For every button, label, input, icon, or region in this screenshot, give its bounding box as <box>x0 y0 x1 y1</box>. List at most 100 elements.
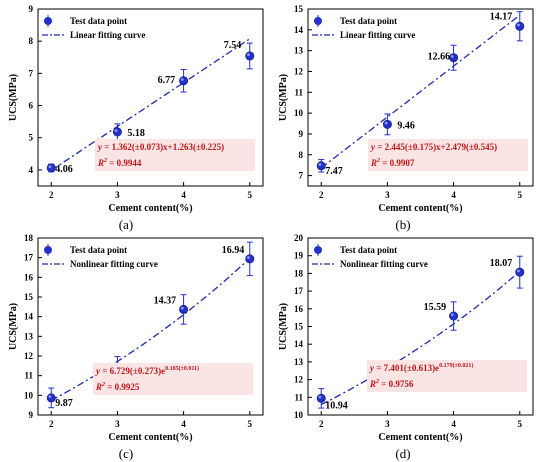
y-tick-label: 9 <box>29 410 34 420</box>
fitting-curve <box>320 14 521 169</box>
y-tick-label: 16 <box>294 304 304 314</box>
chart-panel-d: 2 3 4 5 10 11 12 13 14 15 16 17 18 19 20 Cement content… <box>278 233 534 461</box>
y-tick-label: 12 <box>294 375 304 385</box>
x-axis-label: Cement content(%) <box>378 432 462 443</box>
x-axis-label: Cement content(%) <box>108 432 192 443</box>
data-point-highlight <box>517 269 520 273</box>
y-axis-label: UCS(MPa) <box>8 303 19 350</box>
data-label: 15.59 <box>424 302 447 313</box>
data-label: 5.18 <box>127 128 145 139</box>
y-tick-label: 10 <box>294 410 304 420</box>
x-tick-label: 3 <box>115 419 120 429</box>
r-squared: R2 = 0.9925 <box>95 382 140 392</box>
legend-point-label: Test data point <box>340 245 397 255</box>
panel-label: (c) <box>119 446 133 461</box>
data-label: 16.94 <box>222 245 245 256</box>
x-axis-label: Cement content(%) <box>378 203 462 214</box>
x-tick-label: 3 <box>115 190 120 200</box>
data-point-highlight <box>450 55 454 58</box>
data-point <box>382 119 392 129</box>
equation-box <box>93 363 253 395</box>
data-point <box>515 21 525 31</box>
y-tick-label: 10 <box>294 108 304 118</box>
legend-curve-label: Nonlinear fitting curve <box>70 259 158 269</box>
x-tick-label: 2 <box>319 419 324 429</box>
x-axis-label: Cement content(%) <box>108 203 192 214</box>
y-tick-label: 8 <box>299 150 304 160</box>
x-tick-label: 2 <box>49 190 54 200</box>
legend-point-label: Test data point <box>340 16 397 26</box>
y-tick-label: 14 <box>294 339 304 349</box>
data-point-highlight <box>180 78 184 81</box>
y-tick-label: 7 <box>29 68 34 78</box>
equation-box <box>95 139 255 171</box>
x-tick-label: 2 <box>319 190 324 200</box>
panel-label: (b) <box>395 217 410 232</box>
fitting-curve <box>320 270 521 406</box>
fit-equation: y = 6.729(±0.273)e0.185(±0.011) <box>95 365 199 376</box>
y-axis-label: UCS(MPa) <box>278 303 289 350</box>
data-point <box>449 53 459 63</box>
data-label: 14.17 <box>490 11 513 22</box>
y-tick-label: 18 <box>24 233 34 243</box>
plot-frame <box>37 8 264 187</box>
data-point-highlight <box>318 163 322 166</box>
data-point <box>46 163 56 173</box>
y-tick-label: 11 <box>294 87 303 97</box>
y-tick-label: 13 <box>24 331 34 341</box>
r-squared: R2 = 0.9944 <box>97 158 142 168</box>
data-point-highlight <box>450 313 454 317</box>
legend-curve-label: Linear fitting curve <box>70 30 145 40</box>
y-tick-label: 5 <box>29 133 34 143</box>
data-label: 6.77 <box>158 75 176 86</box>
x-tick-label: 3 <box>385 190 390 200</box>
y-tick-label: 6 <box>29 101 34 111</box>
x-tick-label: 4 <box>181 190 186 200</box>
data-label: 4.06 <box>55 164 72 175</box>
r-squared: R2 = 0.9907 <box>370 158 415 168</box>
data-point <box>46 393 56 403</box>
r-squared: R2 = 0.9756 <box>369 379 414 389</box>
x-tick-label: 2 <box>49 419 54 429</box>
data-point-highlight <box>48 165 52 169</box>
legend-point-label: Test data point <box>70 16 127 26</box>
fit-equation: y = 7.401(±0.613)e0.179(±0.021) <box>369 362 473 373</box>
chart-panel-b: 2 3 4 5 7 8 9 10 11 12 13 14 15 Cement content(%) UCS(… <box>278 4 534 232</box>
y-tick-label: 14 <box>294 25 304 35</box>
y-tick-label: 12 <box>24 351 34 361</box>
x-tick-label: 5 <box>518 190 523 200</box>
equation-box <box>367 360 527 392</box>
data-point <box>179 304 189 314</box>
data-point <box>449 311 459 321</box>
data-point-highlight <box>247 256 250 259</box>
data-point <box>179 76 189 86</box>
y-tick-label: 8 <box>29 36 34 46</box>
fit-equation: y = 2.445(±0.175)x+2.479(±0.545) <box>370 142 497 152</box>
y-tick-label: 15 <box>294 322 304 332</box>
data-label: 7.54 <box>224 40 242 51</box>
plot-frame <box>37 237 264 416</box>
data-label: 14.37 <box>154 295 177 306</box>
equation-box <box>368 139 528 171</box>
y-tick-label: 15 <box>24 292 34 302</box>
panel-label: (a) <box>119 217 133 232</box>
y-tick-label: 17 <box>294 286 304 296</box>
y-tick-label: 19 <box>294 251 304 261</box>
y-tick-label: 17 <box>24 253 34 263</box>
x-tick-label: 5 <box>518 419 523 429</box>
data-point <box>112 127 122 137</box>
y-tick-label: 13 <box>294 357 304 367</box>
y-tick-label: 15 <box>294 4 304 14</box>
y-tick-label: 11 <box>24 371 33 381</box>
data-label: 9.46 <box>397 120 415 131</box>
data-point-highlight <box>114 129 118 133</box>
y-tick-label: 14 <box>24 312 34 322</box>
x-tick-label: 5 <box>248 419 253 429</box>
chart-panel-a: 2 3 4 5 4 5 6 7 8 9 Cement content(%) UCS(MPa) 4.06 5… <box>8 4 264 232</box>
data-label: 12.66 <box>428 52 451 63</box>
data-point-highlight <box>48 395 52 398</box>
legend-curve-label: Linear fitting curve <box>340 30 415 40</box>
fitting-curve <box>50 38 251 171</box>
data-point <box>245 254 255 264</box>
